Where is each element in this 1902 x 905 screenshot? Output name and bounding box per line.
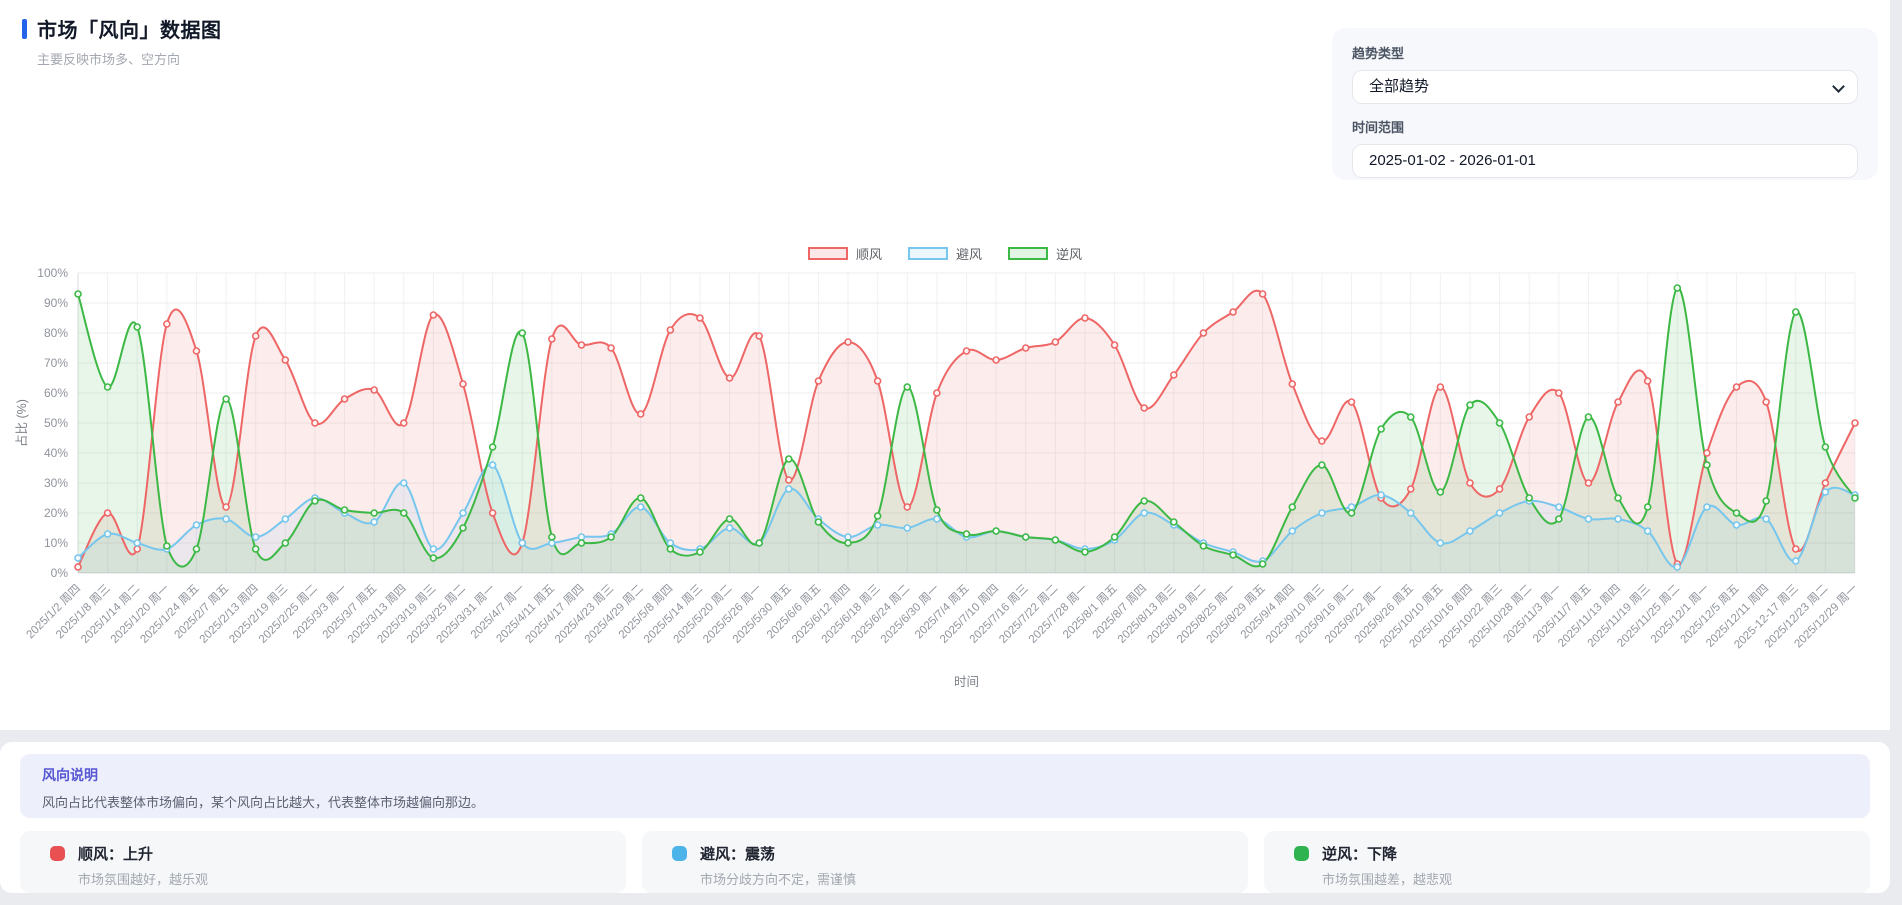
svg-text:20%: 20% xyxy=(44,506,68,520)
chart-canvas[interactable]: 0% 10% 20% 30% 40% 50% 60% 70% 80% 90% 100% 2025/1/… xyxy=(0,238,1890,708)
card-title: 避风：震荡 xyxy=(700,846,776,863)
info-panel: 风向说明 风向占比代表整体市场偏向，某个风向占比越大，代表整体市场越偏向那边。 … xyxy=(0,742,1890,893)
explanation-title: 风向说明 xyxy=(42,767,98,783)
series-2-area xyxy=(78,287,1855,573)
card-title: 顺风：上升 xyxy=(78,846,154,863)
card-shunfeng: 顺风：上升 市场氛围越好，越乐观 xyxy=(20,831,626,893)
trend-type-label: 趋势类型 xyxy=(1352,46,1405,61)
legend-label: 避风 xyxy=(955,247,983,262)
legend-item-2[interactable]: 逆风 xyxy=(1008,244,1082,263)
legend-swatch xyxy=(907,247,948,260)
legend-label: 逆风 xyxy=(1056,247,1083,262)
time-range-label: 时间范围 xyxy=(1352,120,1405,135)
card-title: 逆风：下降 xyxy=(1322,846,1398,863)
card-subtitle: 市场氛围越好，越乐观 xyxy=(78,872,209,887)
svg-text:40%: 40% xyxy=(44,446,68,460)
series-2-points xyxy=(74,284,1859,568)
svg-text:60%: 60% xyxy=(44,386,68,400)
time-range-input[interactable]: 2025-01-02 - 2026-01-01 xyxy=(1352,144,1858,178)
legend-item-1[interactable]: 避风 xyxy=(907,244,983,263)
trend-type-select[interactable]: 全部趋势 xyxy=(1352,70,1858,104)
y-axis-title: 占比 (%) xyxy=(14,399,29,447)
svg-text:10%: 10% xyxy=(44,536,68,550)
chart-legend: 顺风 避风 逆风 xyxy=(807,244,1082,263)
card-subtitle: 市场氛围越差，越悲观 xyxy=(1322,872,1453,887)
svg-text:90%: 90% xyxy=(44,296,68,310)
svg-text:80%: 80% xyxy=(44,326,68,340)
main-panel: 市场「风向」数据图 主要反映市场多、空方向 趋势类型 全部趋势 时间范围 202… xyxy=(0,0,1890,730)
legend-swatch xyxy=(1008,247,1049,260)
legend-item-0[interactable]: 顺风 xyxy=(807,244,882,263)
title-accent-bar xyxy=(22,18,27,39)
card-bifeng: 避风：震荡 市场分歧方向不定，需谨慎 xyxy=(642,831,1248,893)
svg-text:100%: 100% xyxy=(37,266,68,280)
card-nifeng: 逆风：下降 市场氛围越差，越悲观 xyxy=(1264,831,1870,893)
wind-type-cards: 顺风：上升 市场氛围越好，越乐观 避风：震荡 市场分歧方向不定，需谨慎 逆风：下… xyxy=(20,831,1870,893)
legend-label: 顺风 xyxy=(855,247,882,262)
filter-panel: 趋势类型 全部趋势 时间范围 2025-01-02 - 2026-01-01 xyxy=(1332,28,1878,180)
page-subtitle: 主要反映市场多、空方向 xyxy=(37,52,181,67)
page-header: 市场「风向」数据图 主要反映市场多、空方向 xyxy=(22,14,222,68)
card-subtitle: 市场分歧方向不定，需谨慎 xyxy=(700,872,857,887)
red-dot-icon xyxy=(50,846,65,861)
svg-text:30%: 30% xyxy=(44,476,68,490)
svg-text:0%: 0% xyxy=(51,566,69,580)
series-0-area xyxy=(78,290,1855,573)
y-axis-labels: 0% 10% 20% 30% 40% 50% 60% 70% 80% 90% 100% xyxy=(37,266,68,580)
blue-dot-icon xyxy=(672,846,687,861)
explanation-body: 风向占比代表整体市场偏向，某个风向占比越大，代表整体市场越偏向那边。 xyxy=(42,795,485,810)
explanation-panel: 风向说明 风向占比代表整体市场偏向，某个风向占比越大，代表整体市场越偏向那边。 xyxy=(20,754,1870,818)
green-dot-icon xyxy=(1294,846,1309,861)
svg-text:70%: 70% xyxy=(44,356,68,370)
svg-text:50%: 50% xyxy=(44,416,68,430)
legend-swatch xyxy=(807,247,848,260)
series-0-points xyxy=(74,290,1859,571)
x-axis-title: 时间 xyxy=(954,675,979,689)
page-title: 市场「风向」数据图 xyxy=(37,20,222,42)
wind-direction-chart[interactable]: 顺风 避风 逆风 0% 10% 20% 30% 40% 50% 60% 70% 80% 90% 100%… xyxy=(0,238,1890,708)
